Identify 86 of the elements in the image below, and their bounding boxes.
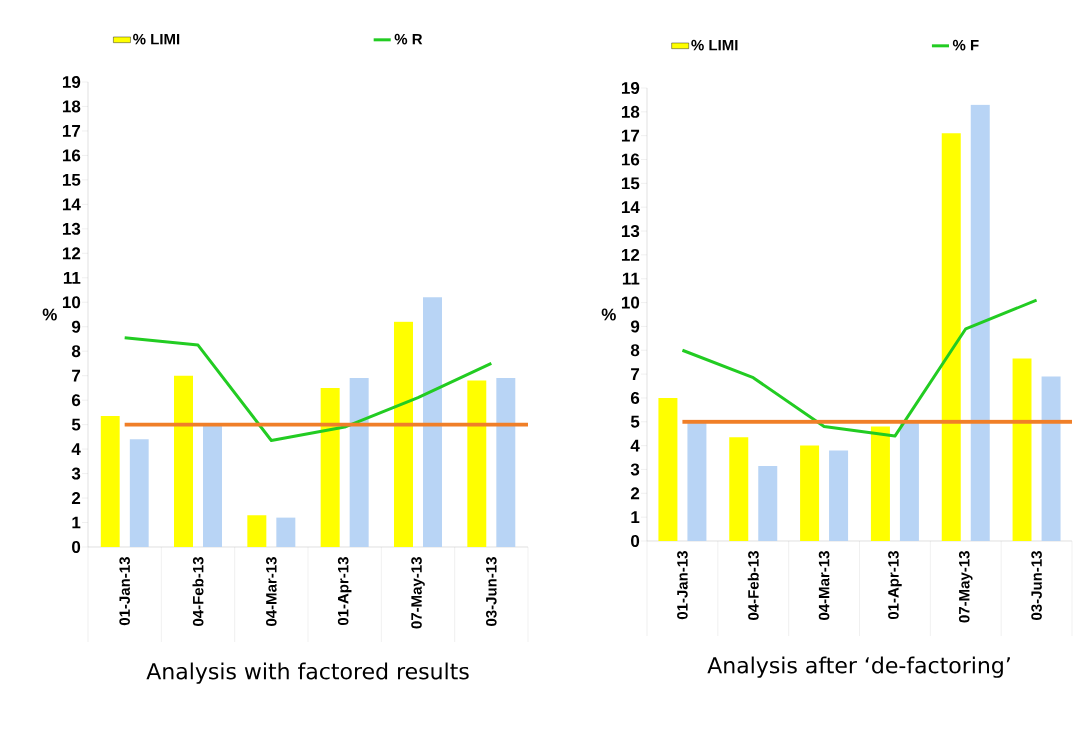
y-tick-label: 9: [630, 320, 640, 333]
bar: [394, 321, 413, 547]
x-tick-label: 03-Jun-13: [1031, 551, 1042, 620]
y-tick-label: 6: [630, 391, 640, 404]
y-tick-label: 3: [71, 467, 81, 480]
y-tick-label: 19: [621, 81, 640, 95]
y-tick-label: 1: [72, 516, 81, 529]
bar: [496, 378, 516, 547]
y-tick-label: 13: [62, 222, 81, 235]
y-tick-label: 15: [621, 177, 640, 190]
y-tick-label: 11: [63, 271, 81, 284]
y-tick-label: 11: [622, 272, 640, 285]
y-tick-label: 15: [62, 173, 81, 186]
y-tick-label: 3: [630, 463, 640, 476]
bar: [247, 515, 267, 547]
bar: [658, 397, 678, 541]
x-tick-label: 01-Apr-13: [888, 551, 902, 620]
x-tick-label: 04-Mar-13: [266, 557, 277, 626]
bar: [829, 450, 849, 541]
legend-label: % F: [952, 39, 979, 51]
y-tick-label: 18: [621, 105, 640, 118]
y-tick-label: 19: [62, 75, 81, 89]
bar: [941, 133, 961, 541]
bar: [174, 375, 193, 547]
bar: [276, 517, 296, 547]
x-tick-label: 01-Jan-13: [677, 551, 688, 620]
x-tick-label: 04-Mar-13: [818, 551, 830, 620]
y-tick-label: 8: [71, 345, 81, 358]
bar: [729, 437, 749, 541]
legend-label: % R: [394, 33, 423, 45]
y-tick-label: 7: [72, 369, 81, 382]
y-tick-label: 7: [631, 368, 640, 380]
bar: [423, 297, 442, 547]
bar: [1041, 376, 1061, 541]
bar: [100, 416, 120, 547]
bar: [349, 378, 369, 547]
y-tick-label: 17: [621, 129, 640, 142]
line-series: [680, 298, 1039, 438]
bar: [758, 465, 778, 541]
y-tick-label: 18: [62, 100, 81, 113]
y-tick-label: 4: [630, 439, 640, 452]
y-tick-label: 0: [631, 534, 640, 548]
x-tick-label: 01-Apr-13: [337, 557, 352, 626]
y-tick-label: 5: [71, 418, 81, 431]
y-tick-label: 12: [62, 247, 81, 260]
y-tick-label: 5: [630, 415, 640, 428]
line-series: [123, 336, 493, 443]
bar: [1012, 358, 1032, 541]
bar: [970, 104, 990, 541]
y-tick-label: 1: [631, 511, 640, 523]
x-tick-label: 04-Feb-13: [192, 557, 204, 626]
y-tick-label: 17: [62, 125, 81, 137]
y-tick-label: 2: [71, 492, 81, 504]
x-tick-label: 03-Jun-13: [486, 557, 497, 626]
legend-label: % LIMI: [691, 39, 738, 51]
bar: [687, 421, 707, 541]
bar: [800, 445, 820, 541]
y-axis-title: %: [601, 308, 616, 321]
bar: [899, 421, 919, 541]
text: Analysis after ‘de-factoring’: [707, 656, 1010, 678]
x-tick-label: 04-Feb-13: [747, 551, 759, 620]
y-tick-label: 6: [71, 394, 81, 407]
y-tick-label: 10: [621, 296, 640, 309]
legend-label: % LIMI: [133, 33, 180, 45]
bar: [320, 387, 340, 547]
x-tick-label: 07-May-13: [411, 557, 425, 629]
bar: [129, 439, 149, 547]
y-tick-label: 14: [621, 201, 640, 214]
x-tick-label: 01-Jan-13: [119, 557, 130, 626]
y-tick-label: 10: [62, 296, 81, 309]
text: Analysis with factored results: [146, 662, 469, 684]
y-tick-label: 16: [62, 149, 81, 162]
y-axis-title: %: [42, 308, 57, 321]
y-tick-label: 4: [71, 443, 81, 455]
y-tick-label: 8: [630, 344, 640, 357]
y-tick-label: 14: [62, 198, 81, 211]
y-tick-label: 9: [71, 320, 81, 333]
y-tick-label: 12: [621, 248, 640, 261]
y-tick-label: 0: [72, 540, 81, 554]
bar: [870, 426, 890, 541]
bar: [203, 424, 222, 547]
y-tick-label: 13: [621, 225, 640, 238]
y-tick-label: 2: [630, 487, 640, 500]
y-tick-label: 16: [621, 153, 640, 166]
bar: [467, 380, 487, 547]
x-tick-label: 07-May-13: [958, 551, 973, 623]
